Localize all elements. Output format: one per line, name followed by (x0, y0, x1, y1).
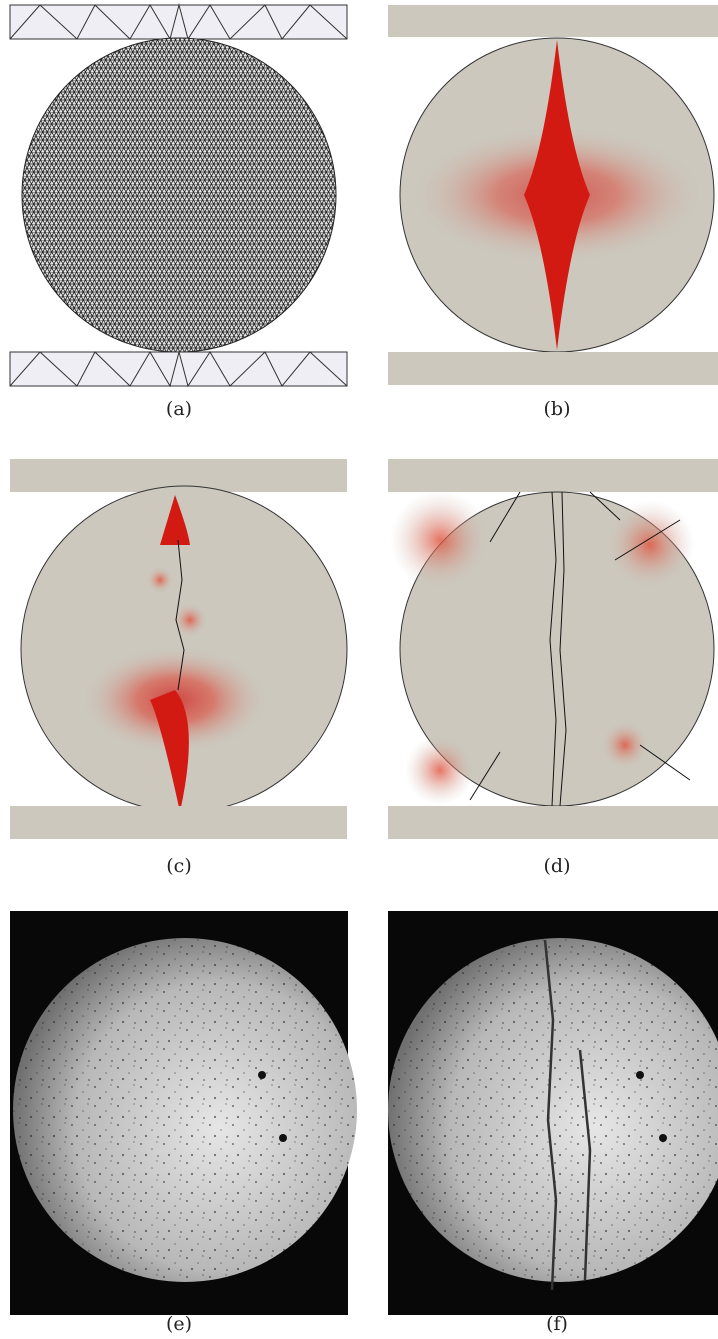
page: (a) (b) (c) (d) (0, 0, 718, 1339)
panel-label: (f) (546, 1313, 568, 1335)
damage-spot (390, 490, 490, 590)
damage-spot (146, 566, 174, 594)
damage-spot (605, 500, 695, 590)
panel-b: (b) (388, 5, 718, 420)
panel-e: (e) (10, 911, 357, 1335)
plate (388, 5, 718, 37)
plate (388, 806, 718, 839)
pore (659, 1134, 667, 1142)
panel-label: (e) (166, 1313, 192, 1335)
pore (279, 1134, 287, 1142)
damage-spot (405, 735, 475, 805)
specimen-mesh (22, 38, 336, 352)
speckle (388, 938, 718, 1282)
pore (636, 1071, 644, 1079)
panel-d: (d) (388, 459, 718, 877)
plate (10, 806, 347, 839)
plate (388, 352, 718, 385)
panel-label: (c) (166, 855, 191, 877)
panel-a: (a) (10, 5, 347, 420)
figure: (a) (b) (c) (d) (0, 0, 718, 1339)
panel-label: (d) (544, 855, 571, 877)
speckle (13, 938, 357, 1282)
panel-label: (a) (166, 398, 192, 420)
panel-f: (f) (388, 911, 718, 1335)
panel-label: (b) (544, 398, 571, 420)
panel-c: (c) (10, 459, 347, 877)
pore (258, 1071, 266, 1079)
plate (388, 459, 718, 492)
damage-spot (600, 720, 650, 770)
